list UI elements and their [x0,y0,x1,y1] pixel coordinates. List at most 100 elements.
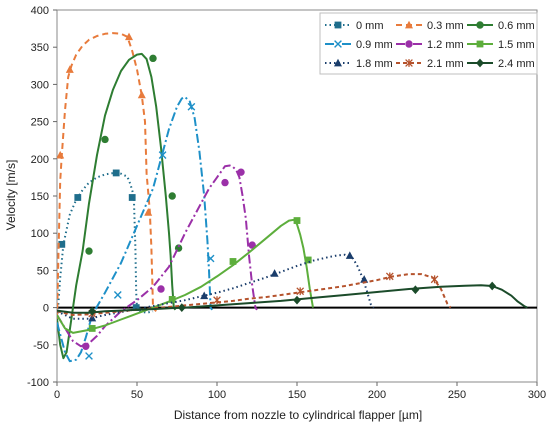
series-0-mm [57,169,154,323]
series-6-marker-2 [270,269,279,277]
y-tick-label-200: 200 [31,154,49,166]
legend-marker-7 [405,59,413,67]
legend-marker-8 [476,58,484,68]
legend-label-2: 0.6 mm [498,20,535,32]
series-8-marker-4 [488,281,497,291]
series-3-marker-2 [158,151,167,159]
series-0.9-mm [57,96,215,363]
series-0-marker-2 [112,169,120,177]
series-1-marker-4 [144,208,153,216]
x-tick-label-0: 0 [54,389,60,401]
series-8-marker-2 [293,295,301,305]
series-5-marker-4 [304,256,312,264]
series-0.3-mm [57,32,157,319]
y-tick-label-350: 350 [31,42,49,54]
series-4-marker-2 [221,178,229,187]
legend-item-0.6-mm: 0.6 mm [467,20,535,32]
legend-marker-3 [334,40,342,48]
legend-item-0.3-mm: 0.3 mm [396,20,464,32]
series-6-marker-3 [345,251,354,259]
series-1.2-mm [57,164,258,350]
y-tick-label-250: 250 [31,117,49,129]
legend-marker-1 [405,20,413,29]
series-line-3 [57,96,214,363]
y-tick-label--50: -50 [33,340,49,352]
legend-item-0-mm: 0 mm [325,20,384,32]
legend-item-0.9-mm: 0.9 mm [325,39,393,51]
x-tick-label-200: 200 [368,389,386,401]
series-4-marker-4 [248,241,256,249]
series-1-marker-2 [125,32,133,41]
legend-item-2.4-mm: 2.4 mm [467,58,535,70]
legend-label-4: 1.2 mm [427,39,464,51]
series-1-marker-0 [57,150,65,159]
series-7-marker-1 [213,296,221,305]
y-tick-label--100: -100 [27,377,49,389]
series-6-marker-4 [360,275,369,283]
x-axis-title: Distance from nozzle to cylindrical flap… [174,408,422,422]
series-4-marker-3 [237,168,245,176]
series-2.4-mm [57,281,528,316]
legend-marker-4 [405,40,413,48]
series-6-marker-0 [88,313,97,322]
series-2-marker-2 [149,54,157,63]
series-line-4 [57,164,258,348]
x-tick-label-250: 250 [448,389,466,401]
y-tick-label-400: 400 [31,5,49,17]
legend-item-1.8-mm: 1.8 mm [325,58,393,70]
series-2-marker-3 [168,192,176,200]
legend: 0 mm 0.3 mm 0.6 mm 0.9 mm 1.2 mm 1.5 mm 1.8 mm… [319,12,538,75]
series-0-marker-1 [74,194,82,201]
legend-label-8: 2.4 mm [498,58,535,70]
series-layer [57,32,528,363]
legend-label-6: 1.8 mm [356,58,393,70]
series-line-6 [57,253,375,320]
series-line-2 [57,52,177,360]
series-1.5-mm [57,217,314,334]
series-3-marker-1 [113,291,122,299]
series-8-marker-3 [411,285,420,295]
series-4-marker-1 [157,285,165,293]
series-1-marker-1 [65,65,74,73]
y-axis-title: Velocity [m/s] [4,160,18,231]
series-0-marker-0 [58,240,66,248]
series-7-marker-3 [385,272,394,281]
legend-label-5: 1.5 mm [498,39,535,51]
y-tick-label-0: 0 [43,303,49,315]
series-3-marker-4 [206,254,215,263]
x-tick-label-300: 300 [528,389,546,401]
legend-marker-0 [334,21,342,29]
series-0-marker-3 [128,194,136,201]
legend-box [319,12,538,75]
y-tick-label-100: 100 [31,228,49,240]
series-8-marker-1 [177,303,186,312]
series-6-marker-1 [200,291,209,300]
legend-marker-2 [476,21,484,29]
legend-label-3: 0.9 mm [356,39,393,51]
legend-label-1: 0.3 mm [427,20,464,32]
series-1.8-mm [57,251,375,322]
series-8-marker-0 [88,306,97,316]
series-5-marker-1 [168,296,176,303]
series-7-marker-2 [296,287,305,296]
series-7-marker-4 [430,275,439,284]
series-line-8 [57,284,528,314]
series-2-marker-0 [85,247,93,255]
legend-label-7: 2.1 mm [427,58,464,70]
legend-label-0: 0 mm [356,20,384,32]
series-3-marker-3 [187,102,196,111]
series-4-marker-0 [82,342,90,350]
series-5-marker-0 [88,325,96,332]
series-5-marker-3 [293,217,301,224]
series-1-marker-3 [137,90,146,99]
series-0-marker-4 [132,304,140,311]
series-line-1 [57,32,157,319]
series-2-marker-1 [101,135,109,144]
legend-item-1.2-mm: 1.2 mm [396,39,464,51]
x-tick-label-50: 50 [131,389,143,401]
y-tick-label-50: 50 [37,265,49,277]
x-tick-label-100: 100 [208,389,226,401]
axes-layer: 0 50 100 150 200 250 300 -100 -50 0 50 100 150 200 250… [27,5,546,401]
